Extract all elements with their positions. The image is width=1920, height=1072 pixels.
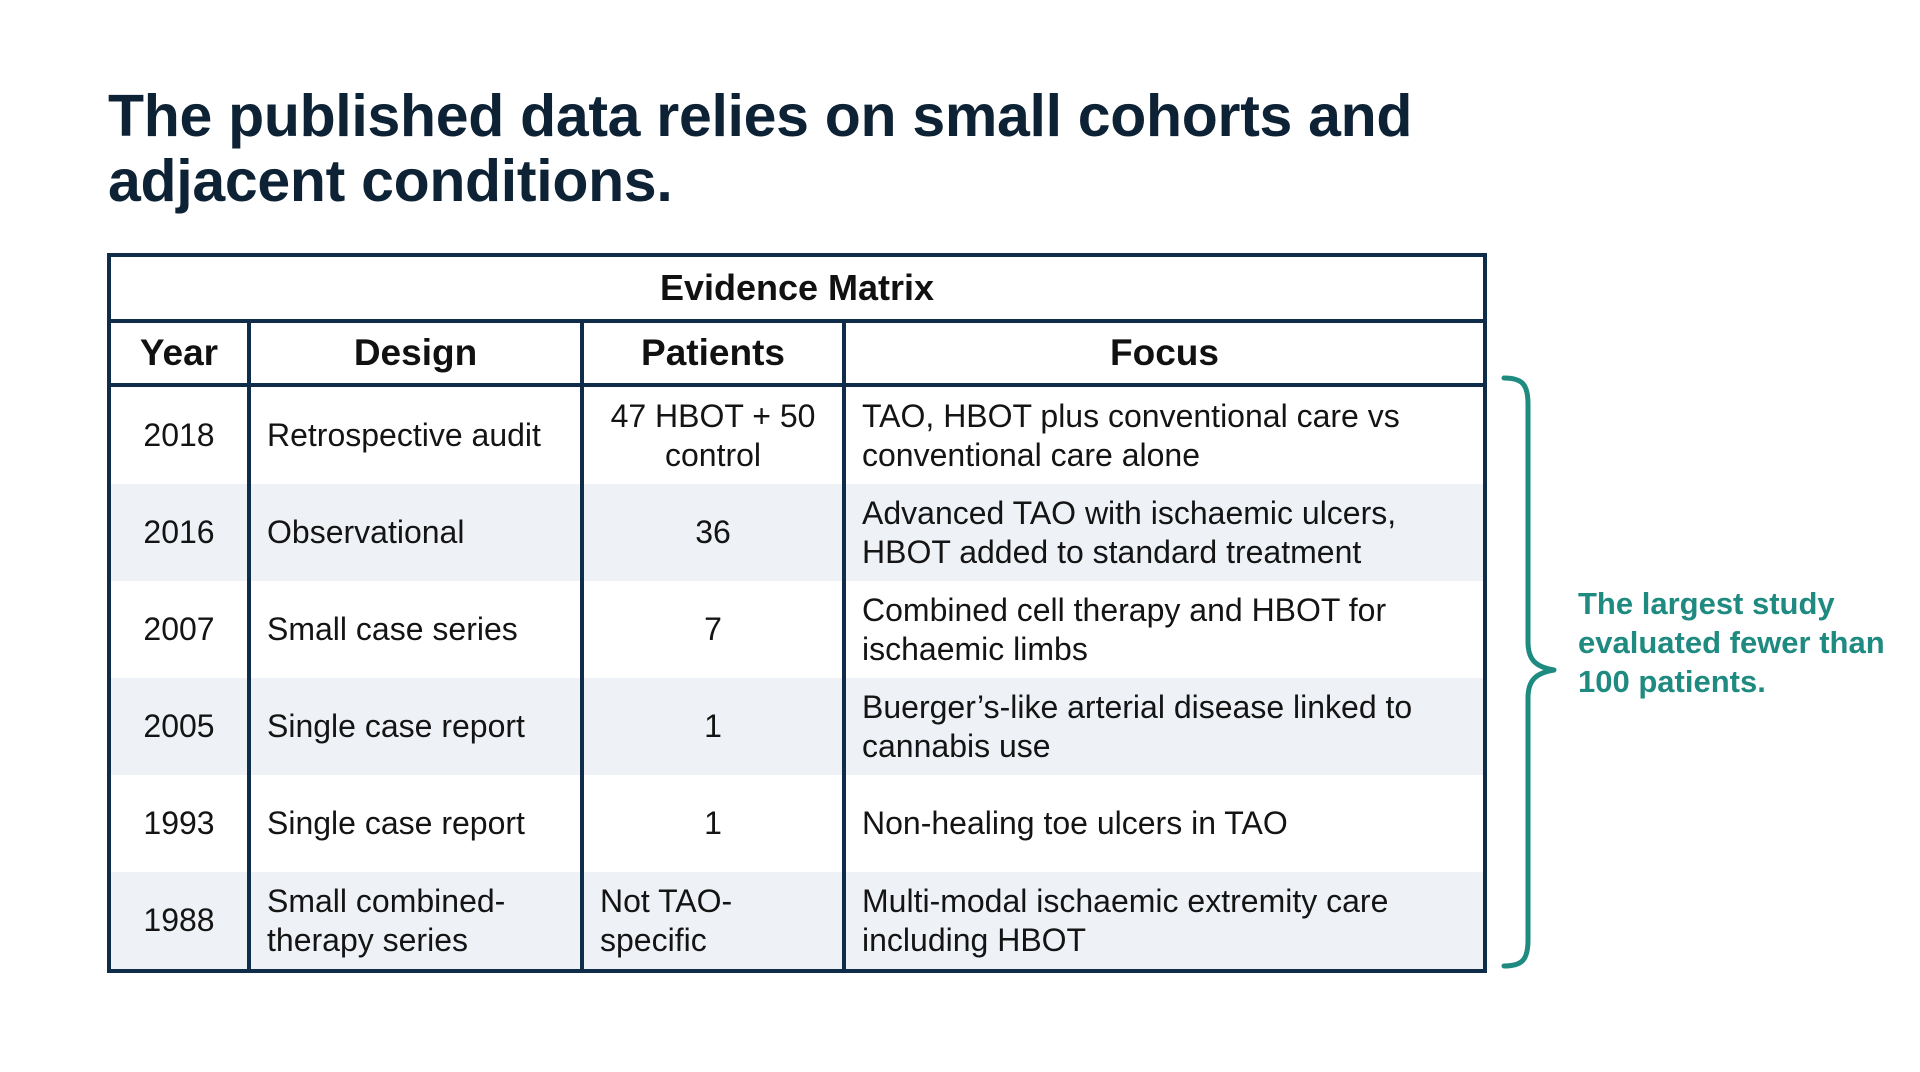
header-design: Design — [249, 321, 584, 387]
cell-focus: Multi-modal ischaemic extremity care inc… — [844, 872, 1485, 971]
slide-title: The published data relies on small cohor… — [108, 83, 1413, 214]
header-year: Year — [109, 321, 251, 387]
cell-design: Retrospective audit — [249, 385, 584, 484]
cell-year: 2016 — [109, 484, 251, 581]
curly-bracket — [1501, 375, 1557, 969]
evidence-matrix-table: Evidence Matrix Year Design Patients Foc… — [107, 253, 1487, 973]
header-patients: Patients — [582, 321, 846, 387]
table-caption-row: Evidence Matrix — [109, 255, 1485, 323]
cell-year: 2007 — [109, 581, 251, 678]
cell-year: 2018 — [109, 385, 251, 484]
cell-year: 1993 — [109, 775, 251, 872]
cell-focus: Combined cell therapy and HBOT for ischa… — [844, 581, 1485, 678]
cell-patients: 36 — [582, 484, 846, 581]
cell-year: 2005 — [109, 678, 251, 775]
callout-note: The largest study evaluated fewer than 1… — [1578, 586, 1885, 699]
table-row: 1993 Single case report 1 Non-healing to… — [109, 775, 1485, 872]
cell-patients: 47 HBOT + 50 control — [582, 385, 846, 484]
cell-year: 1988 — [109, 872, 251, 971]
cell-patients: 7 — [582, 581, 846, 678]
header-focus: Focus — [844, 321, 1485, 387]
cell-focus: Non-healing toe ulcers in TAO — [844, 775, 1485, 872]
table-caption: Evidence Matrix — [109, 255, 1485, 323]
table-row: 2007 Small case series 7 Combined cell t… — [109, 581, 1485, 678]
cell-design: Single case report — [249, 678, 584, 775]
table-row: 2016 Observational 36 Advanced TAO with … — [109, 484, 1485, 581]
table-row: 2018 Retrospective audit 47 HBOT + 50 co… — [109, 385, 1485, 484]
cell-patients: Not TAO-specific — [582, 872, 846, 971]
cell-focus: TAO, HBOT plus conventional care vs conv… — [844, 385, 1485, 484]
cell-focus: Advanced TAO with ischaemic ulcers, HBOT… — [844, 484, 1485, 581]
cell-focus: Buerger’s-like arterial disease linked t… — [844, 678, 1485, 775]
cell-design: Observational — [249, 484, 584, 581]
table-row: 2005 Single case report 1 Buerger’s-like… — [109, 678, 1485, 775]
table-row: 1988 Small combined-therapy series Not T… — [109, 872, 1485, 971]
cell-design: Single case report — [249, 775, 584, 872]
cell-patients: 1 — [582, 775, 846, 872]
cell-patients: 1 — [582, 678, 846, 775]
table-header-row: Year Design Patients Focus — [109, 321, 1485, 387]
cell-design: Small combined-therapy series — [249, 872, 584, 971]
cell-design: Small case series — [249, 581, 584, 678]
